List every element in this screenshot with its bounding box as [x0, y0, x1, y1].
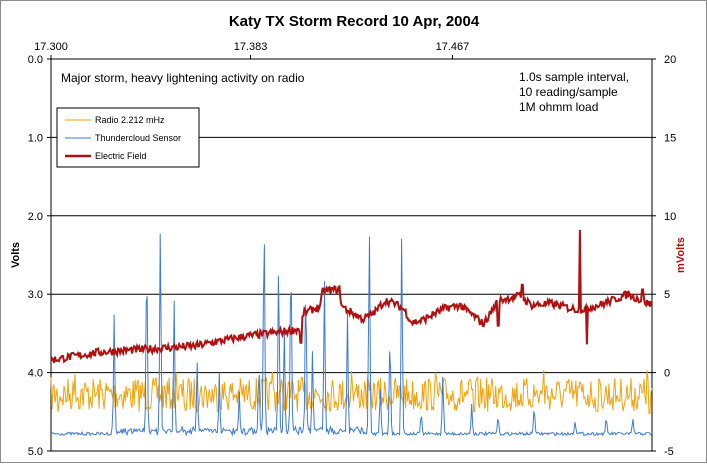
y-axis-right: -5 0 5 10 15 20: [652, 54, 676, 458]
series-thundercloud-line: [50, 233, 653, 437]
y-axis-left-label: Volts: [10, 242, 22, 268]
y-left-tick-label: 1.0: [28, 132, 43, 144]
y-right-tick-label: 20: [664, 54, 676, 66]
y-left-tick-label: 0.0: [28, 54, 43, 66]
annotation-readings: 10 reading/sample: [519, 85, 618, 99]
x-axis-top: 17.300 17.383 17.467: [34, 41, 469, 59]
chart-title: Katy TX Storm Record 10 Apr, 2004: [229, 13, 480, 30]
y-right-tick-label: 5: [664, 289, 670, 301]
y-right-tick-label: 10: [664, 211, 676, 223]
series-radio-line: [50, 370, 653, 414]
legend-label-electric-field: Electric Field: [95, 151, 147, 161]
y-left-tick-label: 4.0: [28, 368, 43, 380]
y-axis-right-label: mVolts: [675, 237, 687, 273]
y-left-tick-label: 5.0: [28, 446, 43, 458]
y-left-tick-label: 2.0: [28, 211, 43, 223]
y-right-tick-label: 0: [664, 368, 670, 380]
x-tick-label: 17.300: [34, 41, 68, 53]
legend-label-radio: Radio 2.212 mHz: [95, 115, 165, 125]
x-tick-label: 17.383: [234, 41, 268, 53]
legend-label-thundercloud: Thundercloud Sensor: [95, 133, 181, 143]
y-right-tick-label: -5: [664, 446, 674, 458]
annotation-storm: Major storm, heavy lightening activity o…: [61, 71, 305, 85]
annotation-sample-interval: 1.0s sample interval,: [519, 70, 629, 84]
x-tick-label: 17.467: [436, 41, 470, 53]
series-layer: [50, 229, 653, 437]
y-right-tick-label: 15: [664, 132, 676, 144]
annotation-load: 1M ohmm load: [519, 100, 598, 114]
series-electric-field-line: [50, 229, 653, 364]
legend: Radio 2.212 mHz Thundercloud Sensor Elec…: [56, 107, 200, 168]
y-axis-left: 0.0 1.0 2.0 3.0 4.0 5.0: [28, 54, 51, 458]
y-left-tick-label: 3.0: [28, 289, 43, 301]
